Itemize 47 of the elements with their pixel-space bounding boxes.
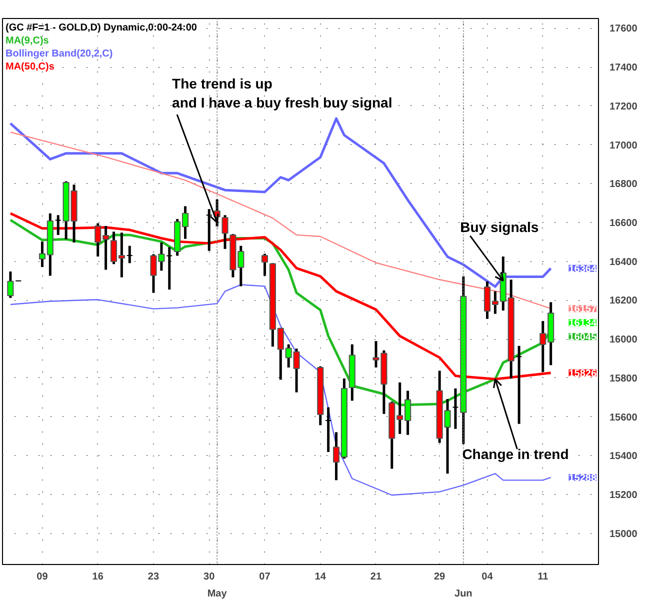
annotation: Buy signals	[460, 218, 539, 235]
y-tick-label: 16400	[610, 256, 638, 268]
annotation: The trend is up and I have a buy fresh buy signal	[172, 76, 392, 111]
x-tick-label: 07	[259, 572, 271, 582]
text: MA(50,C)s	[6, 62, 55, 72]
y-tick-label: 17000	[610, 140, 638, 152]
line-series	[10, 132, 552, 310]
y-tick-label: 15200	[610, 490, 638, 502]
text: MA(9,C)s	[6, 36, 50, 46]
text: Bollinger Band(20,2,C)	[6, 48, 113, 60]
x-tick-label: 09	[36, 572, 48, 582]
y-tick-label: 15800	[610, 373, 638, 384]
x-tick-label: 04	[482, 572, 494, 582]
candlestick	[166, 246, 173, 291]
chart-title: (GC #F=1 - GOLD,D) Dynamic,0:00-24:00	[6, 22, 198, 34]
y-tick-label: 16800	[610, 179, 638, 190]
annotation: 15826	[568, 368, 597, 380]
line-series	[9, 212, 552, 380]
text: May	[207, 588, 228, 600]
x-tick-label: 30	[204, 572, 216, 582]
x-tick-label: 16	[92, 572, 104, 582]
x-tick-label: 23	[148, 572, 160, 582]
candlestick	[126, 244, 133, 264]
x-tick-label: 29	[434, 572, 446, 582]
y-tick-label: 16600	[610, 218, 638, 230]
y-tick-label: 16000	[610, 334, 638, 346]
candlestick	[325, 406, 332, 454]
x-tick-label: 21	[370, 572, 382, 582]
candlestick	[7, 270, 14, 300]
y-tick-label: 17600	[610, 24, 638, 35]
y-tick-label: 15000	[610, 528, 638, 540]
line-series	[9, 117, 552, 288]
candlestick	[516, 344, 522, 426]
x-tick-label: 11	[538, 572, 549, 582]
y-tick-label: 15600	[610, 412, 638, 424]
candlestick	[261, 252, 268, 278]
candlestick	[54, 214, 62, 236]
y-tick-label: 17400	[610, 62, 638, 74]
y-tick-label: 15400	[610, 451, 638, 462]
annotation: Change in trend	[462, 446, 569, 462]
y-tick-label: 17200	[610, 101, 638, 112]
annotation: 16364	[568, 264, 597, 275]
annotation: 15288	[568, 472, 597, 484]
candlestick	[452, 387, 459, 430]
text: Jun	[454, 588, 472, 600]
y-tick-label: 16200	[610, 296, 638, 307]
x-tick-label: 14	[314, 572, 326, 582]
